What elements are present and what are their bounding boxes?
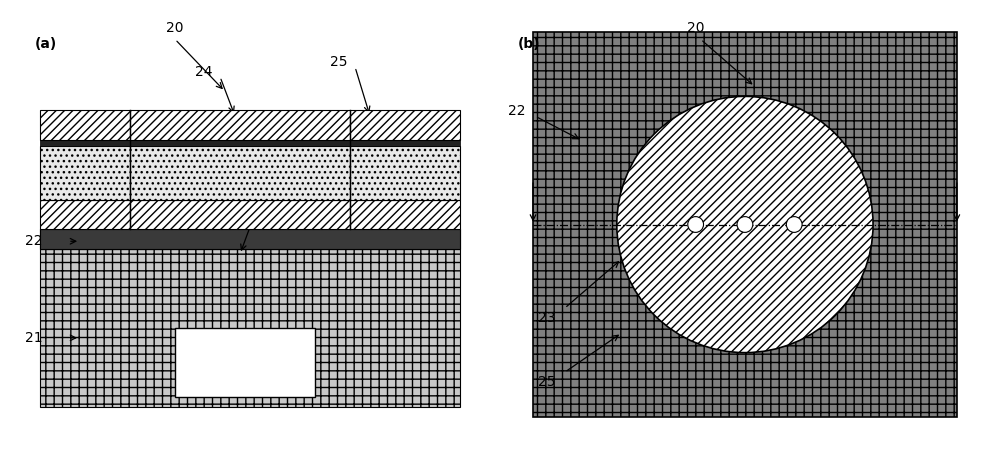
Bar [130, 200, 350, 229]
Text: 25: 25 [330, 55, 348, 69]
Bar [40, 140, 130, 145]
Text: 25: 25 [538, 375, 555, 389]
Bar [40, 145, 130, 200]
Text: 22: 22 [508, 104, 526, 118]
Bar [350, 110, 460, 140]
Bar [130, 145, 350, 200]
Text: 23a: 23a [50, 202, 76, 217]
Circle shape [617, 97, 873, 352]
Text: 23b: 23b [50, 170, 76, 184]
Text: 21: 21 [25, 331, 43, 345]
Text: (b): (b) [518, 37, 541, 51]
Bar [40, 229, 460, 249]
Text: 22: 22 [25, 234, 42, 248]
Circle shape [786, 216, 802, 233]
Text: 23: 23 [538, 311, 555, 325]
Bar [533, 32, 957, 417]
Bar [350, 140, 460, 145]
Bar [130, 110, 350, 140]
Bar [130, 140, 350, 145]
Bar [175, 328, 315, 397]
Text: 23c: 23c [50, 132, 75, 146]
Circle shape [688, 216, 704, 233]
Text: 24: 24 [195, 65, 213, 79]
Bar [40, 249, 460, 407]
Circle shape [737, 216, 753, 233]
Bar [40, 229, 460, 249]
Text: (a): (a) [35, 37, 57, 51]
Bar [350, 200, 460, 229]
Text: 20: 20 [687, 21, 704, 35]
Bar [40, 200, 130, 229]
Bar [40, 110, 130, 140]
Bar [350, 145, 460, 200]
Text: 20: 20 [166, 21, 184, 35]
